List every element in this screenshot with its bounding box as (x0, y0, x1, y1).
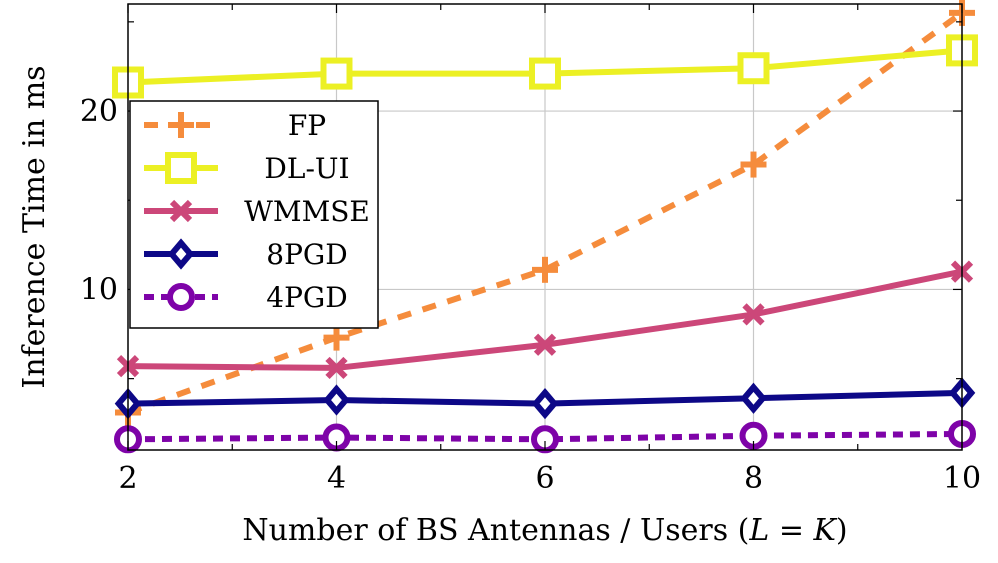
data-point (323, 384, 350, 416)
legend-entry: DL-UI (144, 152, 350, 185)
legend: FP DL-UI WMMSE 8PGD 4PGD (129, 100, 379, 329)
x-axis-label-L: L (748, 513, 769, 548)
cross-marker-b (533, 333, 557, 356)
x-tick-label: 4 (327, 461, 346, 496)
legend-marker (167, 283, 195, 311)
legend-label: WMMSE (244, 195, 370, 228)
x-axis-label: Number of BS Antennas / Users (L = K) (242, 513, 847, 548)
legend-marker (165, 152, 197, 184)
x-axis-label-equals: = (769, 513, 813, 548)
data-point (740, 151, 767, 178)
x-axis-label-close: ) (836, 513, 848, 548)
cross-marker-b (169, 199, 193, 223)
data-point (529, 57, 561, 90)
data-point (737, 52, 770, 85)
y-tick-label: 20 (80, 94, 118, 129)
cross-marker-b (742, 303, 765, 326)
data-point (325, 356, 348, 380)
data-point (740, 382, 767, 414)
legend-marker (169, 199, 193, 223)
legend-marker (168, 112, 194, 138)
ticks: 2 4 6 8 10 10 20 (80, 4, 981, 496)
legend-entry: 8PGD (144, 238, 348, 271)
legend-marker (167, 238, 195, 270)
legend-label: 4PGD (266, 281, 347, 314)
data-point (323, 324, 350, 351)
series-line (126, 10, 964, 416)
x-tick-label: 2 (118, 461, 137, 496)
data-point (742, 303, 765, 326)
data-point (320, 57, 353, 90)
legend-entry: WMMSE (144, 195, 370, 228)
legend-entry: 4PGD (144, 281, 348, 314)
y-axis-label: Inference Time in ms (17, 65, 52, 388)
x-tick-label: 6 (535, 461, 554, 496)
y-tick-label: 10 (80, 272, 118, 307)
x-axis-label-main: Number of BS Antennas / Users ( (242, 513, 749, 548)
x-tick-label: 10 (943, 461, 981, 496)
legend-label: DL-UI (264, 152, 349, 185)
x-tick-label: 8 (744, 461, 763, 496)
legend-label: 8PGD (266, 238, 347, 271)
series-8pgd (114, 377, 976, 420)
data-point (532, 256, 558, 283)
x-axis-label-K: K (813, 513, 838, 548)
cross-marker-b (325, 356, 348, 380)
data-point (533, 333, 557, 356)
data-point (531, 387, 559, 420)
legend-entry: FP (144, 109, 326, 142)
legend-label: FP (288, 109, 326, 142)
